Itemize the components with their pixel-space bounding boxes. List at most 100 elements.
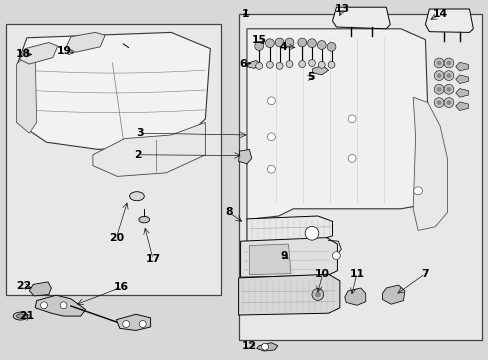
Circle shape	[60, 302, 67, 309]
Circle shape	[327, 61, 334, 68]
Circle shape	[446, 60, 450, 66]
Text: 10: 10	[315, 269, 329, 279]
Circle shape	[254, 42, 263, 50]
Circle shape	[446, 73, 450, 78]
Polygon shape	[455, 75, 468, 84]
Circle shape	[436, 60, 441, 66]
Circle shape	[311, 289, 323, 300]
Polygon shape	[246, 29, 429, 220]
Text: 9: 9	[280, 251, 288, 261]
Circle shape	[347, 115, 355, 123]
Circle shape	[314, 292, 320, 297]
Polygon shape	[455, 102, 468, 111]
Circle shape	[436, 87, 441, 92]
Text: 1: 1	[242, 9, 249, 19]
Circle shape	[266, 61, 273, 68]
Circle shape	[317, 41, 325, 49]
Polygon shape	[455, 62, 468, 71]
Circle shape	[267, 133, 275, 141]
Polygon shape	[382, 285, 404, 304]
Text: 22: 22	[16, 281, 31, 291]
Text: 14: 14	[432, 9, 447, 19]
Circle shape	[285, 60, 292, 68]
Polygon shape	[29, 282, 51, 296]
Polygon shape	[246, 216, 332, 242]
Polygon shape	[425, 9, 472, 32]
Polygon shape	[93, 122, 205, 176]
Circle shape	[436, 100, 441, 105]
Text: 20: 20	[109, 233, 123, 243]
Text: 8: 8	[224, 207, 232, 217]
Text: 2: 2	[134, 150, 142, 160]
Circle shape	[305, 226, 318, 240]
Text: 18: 18	[16, 49, 31, 59]
Text: 21: 21	[20, 311, 34, 321]
Text: 15: 15	[251, 35, 266, 45]
Circle shape	[326, 42, 335, 51]
Circle shape	[297, 38, 306, 47]
Circle shape	[41, 302, 47, 309]
Text: 6: 6	[239, 59, 246, 69]
Polygon shape	[66, 32, 105, 52]
Circle shape	[318, 61, 325, 68]
Ellipse shape	[413, 187, 422, 195]
Text: 7: 7	[421, 269, 428, 279]
Circle shape	[347, 154, 355, 162]
Circle shape	[446, 100, 450, 105]
Polygon shape	[311, 66, 328, 75]
Text: 16: 16	[114, 282, 128, 292]
Polygon shape	[116, 314, 150, 330]
Circle shape	[433, 84, 443, 94]
Circle shape	[122, 320, 129, 328]
Circle shape	[139, 320, 146, 328]
Circle shape	[443, 58, 453, 68]
Circle shape	[307, 39, 316, 48]
Circle shape	[446, 87, 450, 92]
Polygon shape	[249, 244, 290, 275]
Ellipse shape	[129, 192, 144, 201]
Circle shape	[255, 62, 262, 69]
Circle shape	[265, 39, 274, 48]
Polygon shape	[256, 343, 277, 351]
Circle shape	[298, 60, 305, 68]
Text: 3: 3	[136, 128, 144, 138]
Text: 4: 4	[279, 42, 287, 52]
Polygon shape	[240, 238, 337, 277]
Polygon shape	[238, 149, 251, 164]
Text: 5: 5	[306, 72, 314, 82]
Text: 11: 11	[349, 269, 364, 279]
Circle shape	[443, 84, 453, 94]
Polygon shape	[412, 97, 447, 230]
Ellipse shape	[17, 314, 24, 318]
FancyBboxPatch shape	[6, 24, 221, 295]
Circle shape	[443, 98, 453, 108]
Ellipse shape	[13, 312, 28, 320]
Polygon shape	[35, 295, 85, 316]
Polygon shape	[238, 274, 339, 315]
Text: 13: 13	[334, 4, 349, 14]
Circle shape	[275, 38, 284, 47]
Circle shape	[433, 71, 443, 81]
Polygon shape	[246, 60, 260, 68]
FancyBboxPatch shape	[238, 14, 481, 340]
Polygon shape	[17, 32, 210, 149]
Circle shape	[332, 252, 340, 260]
Text: 17: 17	[145, 254, 160, 264]
Circle shape	[443, 71, 453, 81]
Circle shape	[436, 73, 441, 78]
Circle shape	[267, 97, 275, 105]
Circle shape	[308, 59, 315, 67]
Text: 19: 19	[57, 46, 72, 57]
Circle shape	[433, 58, 443, 68]
Circle shape	[285, 38, 293, 47]
Polygon shape	[20, 42, 58, 64]
Polygon shape	[455, 89, 468, 97]
Polygon shape	[344, 288, 365, 305]
Text: 12: 12	[242, 341, 256, 351]
Circle shape	[267, 165, 275, 173]
Ellipse shape	[139, 216, 149, 223]
Circle shape	[433, 98, 443, 108]
Polygon shape	[332, 7, 389, 29]
Circle shape	[261, 343, 268, 350]
Polygon shape	[17, 53, 37, 133]
